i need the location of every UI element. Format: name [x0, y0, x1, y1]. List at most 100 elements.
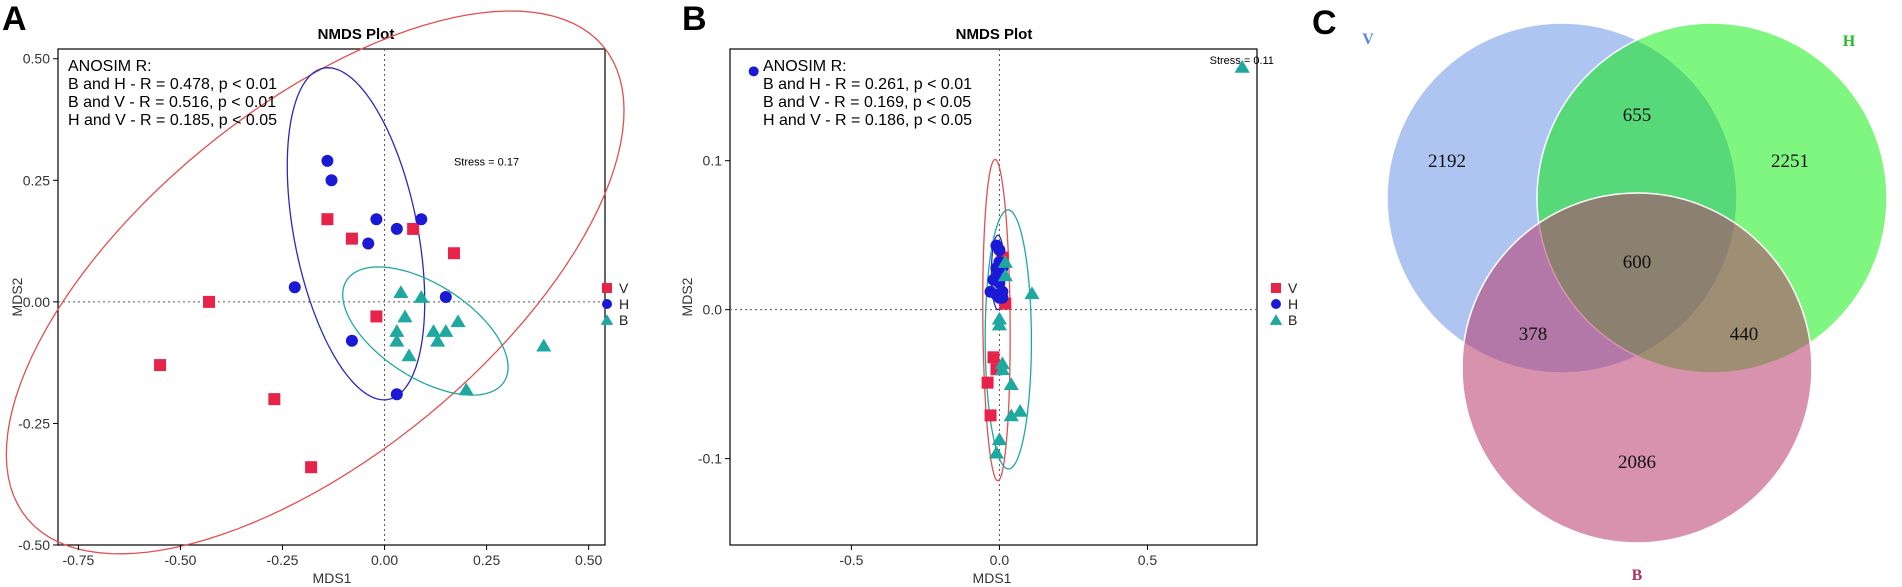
point-H-13 — [990, 261, 1003, 274]
legend-label-H: H — [619, 296, 629, 312]
y-tick-label: 0.00 — [23, 294, 50, 310]
point-H-9 — [345, 334, 358, 347]
point-B-1 — [393, 285, 409, 299]
point-V-3 — [268, 393, 281, 406]
point-B-2 — [413, 290, 429, 303]
panel-a: A NMDS Plot -0.75 -0.50 -0.25 0.00 0.25 0.50 0… — [2, 0, 629, 586]
point-V-8 — [447, 247, 460, 260]
point-V-5 — [321, 213, 334, 226]
stress-label-a: Stress = 0.17 — [454, 157, 519, 169]
point-V-5 — [981, 376, 994, 389]
point-H-5 — [390, 222, 403, 235]
x-tick-label: 0.5 — [1138, 552, 1158, 568]
point-B-10 — [991, 432, 1008, 446]
y-tick-label: 0.1 — [703, 153, 723, 169]
point-B-8 — [1012, 404, 1028, 417]
y-tick-label: 0.25 — [23, 172, 50, 188]
ellipses-a — [5, 10, 625, 555]
point-B-7 — [389, 324, 405, 337]
point-H-3 — [370, 213, 383, 226]
y-tick-label: -0.50 — [18, 537, 50, 553]
point-B-6 — [994, 362, 1010, 376]
panel-letter-b: B — [682, 0, 707, 38]
legend-label-V: V — [1288, 280, 1298, 296]
panel-letter-a: A — [2, 0, 27, 38]
venn-count-H-B: 440 — [1730, 324, 1759, 345]
y-tick-label: -0.25 — [18, 415, 50, 431]
venn-count-H: 2251 — [1771, 151, 1809, 172]
anosim-annotation-b: ANOSIM R: B and H - R = 0.261, p < 0.01 … — [763, 58, 972, 129]
point-H-10 — [996, 291, 1009, 304]
ellipse-B — [984, 209, 1033, 470]
anosim-annotation-a: ANOSIM R: B and H - R = 0.478, p < 0.01 … — [68, 58, 277, 129]
legend-label-B: B — [619, 312, 628, 328]
point-B-12 — [997, 268, 1013, 282]
point-B-2 — [1024, 286, 1040, 300]
venn-set-label-B: B — [1632, 567, 1643, 584]
venn-count-V: 2192 — [1428, 151, 1466, 172]
point-B-4 — [991, 317, 1008, 331]
x-tick-label: -0.25 — [267, 552, 299, 568]
venn-count-V-H: 655 — [1623, 105, 1652, 126]
legend-a: VHB — [600, 280, 629, 328]
point-V-3 — [987, 351, 1000, 364]
legend-label-H: H — [1288, 296, 1298, 312]
legend-marker-H — [1271, 299, 1281, 309]
point-B-8 — [389, 333, 405, 347]
point-B-1 — [997, 255, 1013, 268]
venn-diagram: V H B 2192 2251 2086 655 378 440 600 — [1362, 22, 1888, 584]
legend-b: VHB — [1269, 280, 1298, 328]
point-H-2 — [325, 174, 338, 187]
point-B-5 — [450, 314, 466, 328]
point-H-4 — [415, 213, 428, 226]
point-B-12 — [536, 338, 552, 352]
x-tick-label: -0.50 — [165, 552, 197, 568]
point-V-9 — [370, 310, 383, 323]
point-B-11 — [458, 382, 474, 396]
plot-frame-a — [57, 48, 606, 546]
x-axis-label-a: MDS1 — [313, 570, 352, 586]
legend-marker-B — [1269, 314, 1283, 325]
ellipse-H — [286, 67, 426, 401]
legend-marker-V — [1271, 283, 1281, 293]
ellipse-V — [5, 10, 625, 555]
venn-set-label-V: V — [1362, 31, 1374, 48]
anosim-title-a: ANOSIM R: — [68, 58, 152, 75]
y-axis-label-b: MDS2 — [679, 277, 695, 316]
panel-letter-c: C — [1312, 4, 1337, 42]
stress-marker — [1234, 59, 1250, 73]
y-tick-label: 0.50 — [23, 51, 50, 67]
point-H-6 — [362, 237, 375, 250]
point-B-3 — [425, 324, 442, 337]
legend-label-V: V — [619, 280, 629, 296]
anosim-marker — [748, 66, 759, 77]
anosim-line-a-3: H and V - R = 0.185, p < 0.05 — [68, 112, 277, 129]
venn-count-B: 2086 — [1618, 452, 1656, 473]
venn-count-V-B: 378 — [1519, 324, 1548, 345]
legend-marker-H — [602, 299, 612, 309]
y-tick-label: -0.1 — [698, 451, 722, 467]
x-tick-label: 0.25 — [473, 552, 500, 568]
x-axis-label-b: MDS1 — [973, 570, 1012, 586]
point-B-9 — [1003, 408, 1019, 422]
point-B-11 — [988, 445, 1005, 459]
y-tick-label: 0.0 — [703, 302, 723, 318]
point-H-11 — [987, 273, 1000, 286]
point-B-7 — [1003, 377, 1019, 391]
point-B-9 — [401, 348, 417, 362]
legend-label-B: B — [1288, 312, 1297, 328]
venn-circle-B — [1461, 192, 1813, 544]
point-V-7 — [407, 222, 420, 235]
point-V-1 — [203, 295, 216, 308]
points-a — [154, 154, 552, 474]
point-V-2 — [154, 359, 167, 372]
point-H-12 — [993, 244, 1006, 257]
x-tick-label: -0.75 — [62, 552, 94, 568]
point-H-10 — [390, 388, 403, 401]
point-H-8 — [439, 291, 452, 303]
anosim-line-a-2: B and V - R = 0.516, p < 0.01 — [68, 94, 276, 111]
anosim-title-b: ANOSIM R: — [763, 58, 847, 75]
ellipse-V — [982, 158, 1011, 482]
point-B-10 — [430, 333, 446, 347]
